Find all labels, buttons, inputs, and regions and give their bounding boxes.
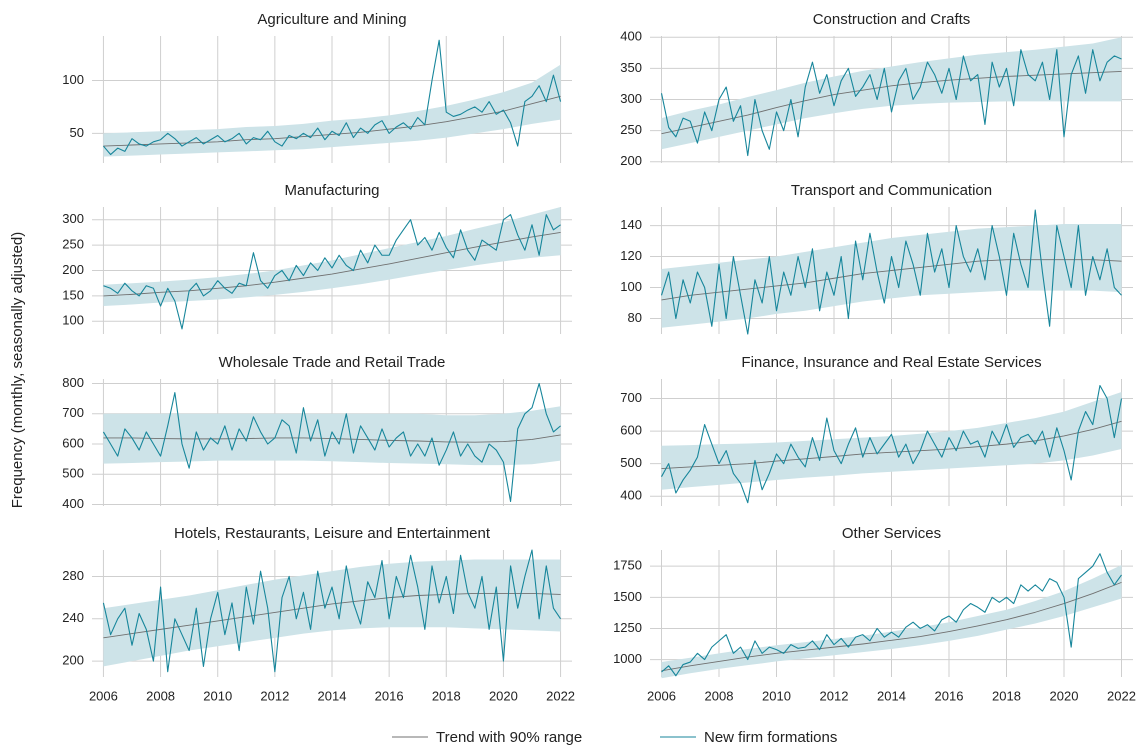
y-tick-label: 150 [62, 287, 84, 302]
y-tick-label: 140 [620, 217, 642, 232]
data-line [661, 553, 1122, 677]
x-tick-label: 2010 [762, 688, 791, 703]
panel-title: Transport and Communication [791, 182, 992, 199]
x-tick-label: 2018 [432, 688, 461, 703]
panel-title: Manufacturing [284, 182, 379, 199]
panel-title: Wholesale Trade and Retail Trade [219, 354, 446, 371]
y-tick-label: 250 [62, 237, 84, 252]
trend-line [103, 231, 561, 297]
x-tick-label: 2008 [705, 688, 734, 703]
panel-title: Hotels, Restaurants, Leisure and Enterta… [174, 525, 491, 542]
range-band [661, 224, 1122, 328]
panel-title: Other Services [842, 525, 941, 542]
y-tick-label: 700 [62, 405, 84, 420]
range-band [103, 64, 561, 157]
y-tick-label: 120 [620, 248, 642, 263]
y-tick-label: 80 [628, 310, 642, 325]
y-tick-label: 600 [62, 435, 84, 450]
data-line [660, 209, 1122, 335]
y-tick-label: 500 [62, 466, 84, 481]
y-tick-label: 50 [70, 125, 84, 140]
y-tick-label: 350 [620, 60, 642, 75]
x-tick-label: 2016 [375, 688, 404, 703]
y-tick-label: 200 [62, 653, 84, 668]
y-tick-label: 1750 [613, 558, 642, 573]
x-tick-label: 2022 [1107, 688, 1136, 703]
y-tick-label: 100 [62, 313, 84, 328]
x-tick-label: 2014 [318, 688, 347, 703]
trend-line [661, 581, 1122, 672]
x-tick-label: 2006 [647, 688, 676, 703]
y-tick-label: 1000 [613, 651, 642, 666]
y-tick-label: 700 [620, 390, 642, 405]
y-tick-label: 100 [62, 72, 84, 87]
data-line [103, 214, 561, 330]
y-tick-label: 400 [620, 29, 642, 44]
y-tick-label: 300 [620, 91, 642, 106]
y-tick-label: 100 [620, 279, 642, 294]
y-axis-label: Frequency (monthly, seasonally adjusted) [9, 232, 26, 509]
range-band [661, 37, 1122, 150]
x-tick-label: 2020 [1050, 688, 1079, 703]
data-line [661, 384, 1123, 504]
panel-title: Agriculture and Mining [257, 11, 406, 28]
data-line [660, 49, 1122, 157]
y-tick-label: 800 [62, 375, 84, 390]
x-tick-label: 2016 [935, 688, 964, 703]
x-tick-label: 2022 [546, 688, 575, 703]
range-band [661, 392, 1122, 490]
data-line [103, 39, 562, 156]
y-tick-label: 600 [620, 423, 642, 438]
y-tick-label: 300 [62, 211, 84, 226]
x-tick-label: 2012 [820, 688, 849, 703]
y-tick-label: 500 [620, 455, 642, 470]
y-tick-label: 280 [62, 568, 84, 583]
y-tick-label: 200 [62, 262, 84, 277]
range-band [103, 406, 561, 466]
y-tick-label: 200 [620, 153, 642, 168]
x-tick-label: 2010 [203, 688, 232, 703]
y-tick-label: 240 [62, 610, 84, 625]
x-tick-label: 2018 [992, 688, 1021, 703]
range-band [103, 559, 561, 667]
legend-label: Trend with 90% range [436, 729, 582, 746]
y-tick-label: 250 [620, 122, 642, 137]
trend-line [661, 259, 1122, 301]
data-line [102, 382, 561, 503]
x-tick-label: 2014 [877, 688, 906, 703]
panel-title: Finance, Insurance and Real Estate Servi… [741, 354, 1041, 371]
y-tick-label: 1250 [613, 620, 642, 635]
x-tick-label: 2006 [89, 688, 118, 703]
data-line [102, 549, 562, 673]
x-tick-label: 2008 [146, 688, 175, 703]
trend-line [103, 434, 561, 443]
y-tick-label: 400 [620, 488, 642, 503]
legend-label: New firm formations [704, 729, 837, 746]
y-tick-label: 1500 [613, 589, 642, 604]
panel-title: Construction and Crafts [813, 11, 971, 28]
y-tick-label: 400 [62, 496, 84, 511]
x-tick-label: 2020 [489, 688, 518, 703]
x-tick-label: 2012 [260, 688, 289, 703]
